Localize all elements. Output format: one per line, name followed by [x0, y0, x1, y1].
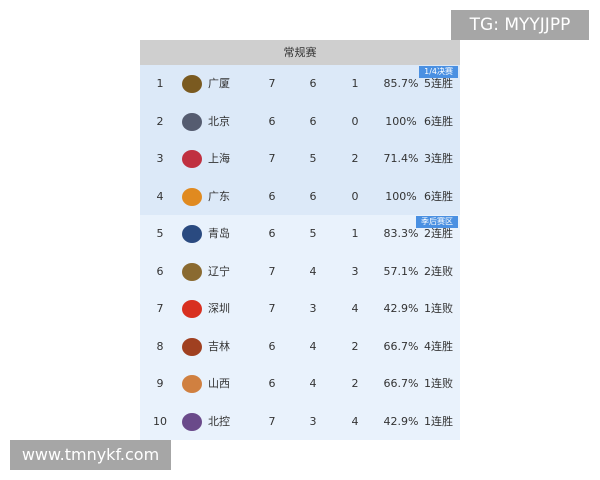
rank-cell: 8	[156, 339, 164, 353]
games-cell: 7	[268, 302, 276, 315]
rank-cell: 6	[156, 264, 164, 278]
losses-cell: 1	[351, 77, 359, 90]
streak-cell: 6连胜	[424, 114, 453, 128]
losses-cell: 4	[351, 302, 359, 315]
wins-cell: 6	[309, 114, 317, 128]
streak-cell: 2连胜	[424, 227, 453, 240]
win-pct-cell: 66.7%	[383, 377, 419, 390]
team-name: 上海	[208, 152, 230, 165]
team-name: 青岛	[208, 227, 230, 240]
wins-cell: 4	[309, 339, 317, 353]
table-row: 2 北京 6 6 0 100% 6连胜	[140, 102, 460, 140]
team-logo-icon	[182, 75, 202, 93]
table-row: 5 青岛 6 5 1 83.3% 2连胜 季后赛区	[140, 215, 460, 253]
team-name: 北京	[208, 114, 230, 128]
team-logo-icon	[182, 300, 202, 318]
rank-cell: 5	[156, 227, 164, 240]
team-name: 北控	[208, 414, 230, 428]
win-pct-cell: 100%	[385, 114, 417, 128]
losses-cell: 4	[351, 414, 359, 428]
team-name: 吉林	[208, 339, 230, 353]
team-name: 山西	[208, 377, 230, 390]
games-cell: 7	[268, 152, 276, 165]
rank-cell: 2	[156, 114, 164, 128]
playoff-zone-badge: 季后赛区	[416, 216, 458, 228]
team-logo-icon	[182, 187, 202, 206]
games-cell: 6	[268, 189, 276, 203]
losses-cell: 3	[351, 264, 359, 278]
losses-cell: 2	[351, 152, 359, 165]
win-pct-cell: 66.7%	[383, 339, 419, 353]
losses-cell: 0	[351, 189, 359, 203]
games-cell: 6	[268, 339, 276, 353]
table-row: 6 辽宁 7 4 3 57.1% 2连败	[140, 253, 460, 291]
team-logo-icon	[182, 112, 202, 131]
streak-cell: 1连胜	[424, 414, 453, 428]
wins-cell: 5	[309, 152, 317, 165]
win-pct-cell: 42.9%	[383, 414, 419, 428]
streak-cell: 2连败	[424, 264, 453, 278]
streak-cell: 1连败	[424, 302, 453, 315]
team-name: 辽宁	[208, 264, 230, 278]
table-row: 1 广厦 7 6 1 85.7% 5连胜 1/4决赛	[140, 65, 460, 103]
table-row: 10 北控 7 3 4 42.9% 1连胜	[140, 403, 460, 441]
team-logo-icon	[182, 375, 202, 393]
games-cell: 6	[268, 227, 276, 240]
wins-cell: 4	[309, 377, 317, 390]
rank-cell: 10	[153, 414, 167, 428]
win-pct-cell: 57.1%	[383, 264, 419, 278]
team-logo-icon	[182, 412, 202, 431]
games-cell: 7	[268, 77, 276, 90]
wins-cell: 5	[309, 227, 317, 240]
streak-cell: 4连胜	[424, 339, 453, 353]
losses-cell: 2	[351, 339, 359, 353]
streak-cell: 6连胜	[424, 189, 453, 203]
team-name: 深圳	[208, 302, 230, 315]
streak-cell: 3连胜	[424, 152, 453, 165]
table-row: 8 吉林 6 4 2 66.7% 4连胜	[140, 328, 460, 366]
rank-cell: 7	[156, 302, 164, 315]
team-logo-icon	[182, 262, 202, 281]
streak-cell: 1连败	[424, 377, 453, 390]
games-cell: 7	[268, 264, 276, 278]
table-row: 4 广东 6 6 0 100% 6连胜	[140, 177, 460, 215]
standings-table: 常规赛 1 广厦 7 6 1 85.7% 5连胜 1/4决赛 2 北京 6 6 0 100% 6连胜 3 上海 7…	[140, 40, 460, 440]
games-cell: 7	[268, 414, 276, 428]
wins-cell: 6	[309, 77, 317, 90]
team-name: 广东	[208, 189, 230, 203]
team-logo-icon	[182, 150, 202, 168]
team-name: 广厦	[208, 77, 230, 90]
site-watermark: www.tmnykf.com	[10, 440, 171, 470]
rank-cell: 3	[156, 152, 164, 165]
losses-cell: 0	[351, 114, 359, 128]
quarterfinal-badge: 1/4决赛	[419, 66, 458, 78]
tg-watermark: TG: MYYJJPP	[451, 10, 589, 40]
win-pct-cell: 100%	[385, 189, 417, 203]
losses-cell: 2	[351, 377, 359, 390]
team-logo-icon	[182, 225, 202, 243]
win-pct-cell: 85.7%	[383, 77, 419, 90]
team-logo-icon	[182, 337, 202, 356]
streak-cell: 5连胜	[424, 77, 453, 90]
win-pct-cell: 83.3%	[383, 227, 419, 240]
wins-cell: 3	[309, 302, 317, 315]
table-title: 常规赛	[140, 40, 460, 65]
table-row: 7 深圳 7 3 4 42.9% 1连败	[140, 290, 460, 328]
wins-cell: 3	[309, 414, 317, 428]
table-row: 3 上海 7 5 2 71.4% 3连胜	[140, 140, 460, 178]
wins-cell: 6	[309, 189, 317, 203]
games-cell: 6	[268, 377, 276, 390]
win-pct-cell: 42.9%	[383, 302, 419, 315]
losses-cell: 1	[351, 227, 359, 240]
table-row: 9 山西 6 4 2 66.7% 1连败	[140, 365, 460, 403]
rank-cell: 4	[156, 189, 164, 203]
games-cell: 6	[268, 114, 276, 128]
rank-cell: 9	[156, 377, 164, 390]
rank-cell: 1	[156, 77, 164, 90]
win-pct-cell: 71.4%	[383, 152, 419, 165]
wins-cell: 4	[309, 264, 317, 278]
